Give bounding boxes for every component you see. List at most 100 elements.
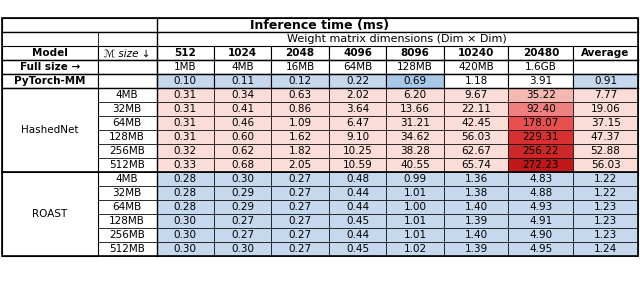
FancyBboxPatch shape <box>573 88 638 102</box>
Text: 1.36: 1.36 <box>465 174 488 184</box>
FancyBboxPatch shape <box>329 74 387 88</box>
Text: 512MB: 512MB <box>109 160 145 170</box>
Text: 1.39: 1.39 <box>465 216 488 226</box>
Text: 0.31: 0.31 <box>173 104 197 114</box>
FancyBboxPatch shape <box>2 88 98 102</box>
FancyBboxPatch shape <box>387 116 444 130</box>
FancyBboxPatch shape <box>98 130 157 144</box>
FancyBboxPatch shape <box>98 102 157 116</box>
FancyBboxPatch shape <box>329 186 387 200</box>
FancyBboxPatch shape <box>329 144 387 158</box>
FancyBboxPatch shape <box>444 144 508 158</box>
Text: 92.40: 92.40 <box>526 104 556 114</box>
FancyBboxPatch shape <box>329 158 387 172</box>
Text: 2.02: 2.02 <box>346 90 369 100</box>
FancyBboxPatch shape <box>157 102 214 116</box>
Text: 1.39: 1.39 <box>465 244 488 254</box>
Text: 1.01: 1.01 <box>403 230 426 240</box>
Text: PyTorch-MM: PyTorch-MM <box>14 76 86 86</box>
Text: 0.41: 0.41 <box>231 104 254 114</box>
Text: 0.11: 0.11 <box>231 76 254 86</box>
Text: 64MB: 64MB <box>343 62 372 72</box>
Text: 1.00: 1.00 <box>403 202 426 212</box>
FancyBboxPatch shape <box>444 88 508 102</box>
Text: 56.03: 56.03 <box>461 132 491 142</box>
FancyBboxPatch shape <box>271 172 329 186</box>
Text: 256.22: 256.22 <box>523 146 559 156</box>
FancyBboxPatch shape <box>387 74 444 88</box>
Text: 4MB: 4MB <box>116 90 138 100</box>
FancyBboxPatch shape <box>387 228 444 242</box>
FancyBboxPatch shape <box>2 74 98 88</box>
Text: 0.27: 0.27 <box>289 174 312 184</box>
FancyBboxPatch shape <box>157 46 214 60</box>
FancyBboxPatch shape <box>387 172 444 186</box>
FancyBboxPatch shape <box>573 172 638 186</box>
Text: 0.48: 0.48 <box>346 174 369 184</box>
Text: 256MB: 256MB <box>109 230 145 240</box>
FancyBboxPatch shape <box>271 74 329 88</box>
FancyBboxPatch shape <box>214 116 271 130</box>
FancyBboxPatch shape <box>508 158 573 172</box>
FancyBboxPatch shape <box>444 46 508 60</box>
Text: 1.22: 1.22 <box>594 188 617 198</box>
FancyBboxPatch shape <box>573 130 638 144</box>
FancyBboxPatch shape <box>444 214 508 228</box>
Text: 64MB: 64MB <box>113 202 142 212</box>
FancyBboxPatch shape <box>98 46 157 60</box>
FancyBboxPatch shape <box>271 214 329 228</box>
Text: 0.45: 0.45 <box>346 216 369 226</box>
Text: 0.86: 0.86 <box>289 104 312 114</box>
FancyBboxPatch shape <box>98 186 157 200</box>
Text: 32MB: 32MB <box>113 104 142 114</box>
Text: 0.34: 0.34 <box>231 90 254 100</box>
Text: ℳ size ↓: ℳ size ↓ <box>104 48 150 58</box>
Text: 0.45: 0.45 <box>346 244 369 254</box>
Text: 0.27: 0.27 <box>289 230 312 240</box>
FancyBboxPatch shape <box>329 130 387 144</box>
FancyBboxPatch shape <box>271 200 329 214</box>
Text: 9.10: 9.10 <box>346 132 369 142</box>
Text: 52.88: 52.88 <box>591 146 621 156</box>
FancyBboxPatch shape <box>157 60 214 74</box>
Text: 40.55: 40.55 <box>400 160 430 170</box>
Text: 1.01: 1.01 <box>403 216 426 226</box>
Text: 38.28: 38.28 <box>400 146 430 156</box>
FancyBboxPatch shape <box>271 116 329 130</box>
Text: 10.59: 10.59 <box>342 160 372 170</box>
Text: 1.23: 1.23 <box>594 230 617 240</box>
Text: 0.99: 0.99 <box>403 174 426 184</box>
FancyBboxPatch shape <box>444 172 508 186</box>
FancyBboxPatch shape <box>214 46 271 60</box>
Text: 1.23: 1.23 <box>594 216 617 226</box>
Text: 0.29: 0.29 <box>231 188 254 198</box>
FancyBboxPatch shape <box>214 130 271 144</box>
Text: 4.88: 4.88 <box>529 188 552 198</box>
FancyBboxPatch shape <box>214 214 271 228</box>
Text: 0.27: 0.27 <box>231 216 254 226</box>
FancyBboxPatch shape <box>2 200 98 214</box>
FancyBboxPatch shape <box>387 144 444 158</box>
Text: 272.23: 272.23 <box>523 160 559 170</box>
FancyBboxPatch shape <box>387 214 444 228</box>
Text: 31.21: 31.21 <box>400 118 430 128</box>
Text: 32MB: 32MB <box>113 188 142 198</box>
FancyBboxPatch shape <box>2 214 98 228</box>
FancyBboxPatch shape <box>2 172 98 186</box>
FancyBboxPatch shape <box>157 144 214 158</box>
Text: 0.30: 0.30 <box>174 216 196 226</box>
Text: 22.11: 22.11 <box>461 104 491 114</box>
FancyBboxPatch shape <box>508 144 573 158</box>
Text: 2048: 2048 <box>285 48 315 58</box>
Text: 512: 512 <box>175 48 196 58</box>
Text: 4.83: 4.83 <box>529 174 552 184</box>
FancyBboxPatch shape <box>2 18 638 32</box>
FancyBboxPatch shape <box>508 130 573 144</box>
FancyBboxPatch shape <box>214 200 271 214</box>
Text: 1.40: 1.40 <box>465 202 488 212</box>
Text: 4.93: 4.93 <box>529 202 552 212</box>
FancyBboxPatch shape <box>573 116 638 130</box>
FancyBboxPatch shape <box>444 200 508 214</box>
FancyBboxPatch shape <box>508 102 573 116</box>
FancyBboxPatch shape <box>157 172 214 186</box>
